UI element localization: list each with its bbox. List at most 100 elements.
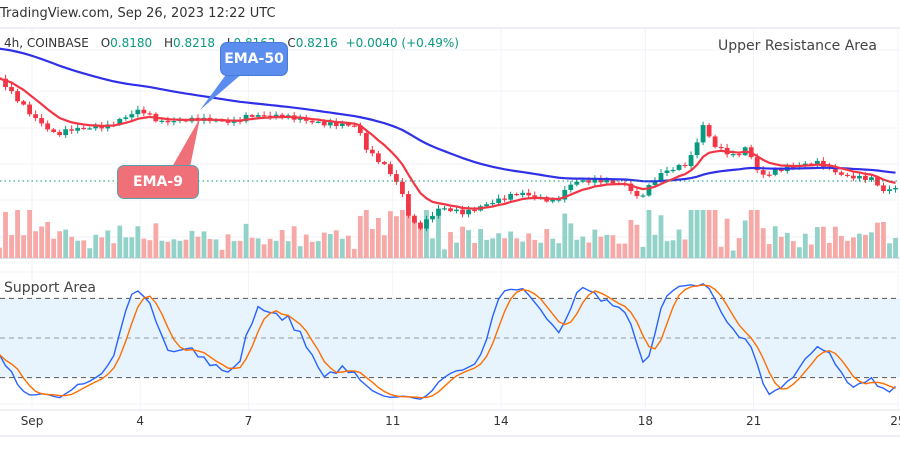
- candle-body: [81, 127, 87, 130]
- candle-body: [418, 222, 423, 229]
- candle-body: [610, 180, 616, 184]
- volume-bar: [670, 240, 676, 258]
- ema9-line: [0, 77, 896, 210]
- candle-body: [333, 122, 339, 127]
- volume-bar: [826, 242, 832, 258]
- oscillator-k-line: [0, 282, 896, 400]
- time-axis-label: 4: [136, 414, 145, 428]
- ema50-callout-pointer: [200, 72, 244, 110]
- candle-body: [460, 209, 465, 215]
- volume-bar: [201, 231, 207, 258]
- candle-body: [147, 113, 153, 115]
- candle-body: [394, 174, 399, 182]
- header-bar: TradingView.com, Sep 26, 2023 12:22 UTC: [0, 0, 900, 29]
- volume-bar: [117, 225, 123, 258]
- candle-body: [363, 133, 369, 150]
- high-value: 0.8218: [173, 36, 215, 50]
- volume-bar: [586, 242, 592, 258]
- volume-bar: [754, 210, 760, 258]
- candle-body: [267, 115, 273, 117]
- volume-bar: [808, 244, 814, 258]
- candle-body: [893, 188, 898, 190]
- candle-body: [442, 208, 447, 210]
- volume-bar: [3, 211, 8, 258]
- volume-bar: [796, 247, 802, 258]
- volume-bar: [778, 236, 784, 258]
- candle-body: [832, 167, 838, 173]
- volume-bar: [387, 211, 393, 258]
- time-axis-label: 11: [385, 414, 401, 428]
- candle-body: [658, 173, 664, 181]
- volume-bar: [520, 241, 526, 258]
- volume-bar: [748, 210, 754, 258]
- volume-bar: [141, 238, 147, 258]
- volume-bar: [418, 226, 423, 258]
- volume-bar: [622, 243, 628, 258]
- volume-bar: [526, 233, 532, 258]
- volume-bar: [887, 243, 892, 258]
- volume-bar: [406, 210, 411, 258]
- volume-bar: [592, 229, 598, 258]
- volume-bar: [357, 215, 363, 258]
- volume-bar: [442, 249, 447, 258]
- candle-body: [502, 198, 508, 200]
- support-area-label: Support Area: [4, 280, 97, 296]
- candle-body: [33, 114, 39, 119]
- candle-body: [790, 166, 796, 168]
- candle-body: [387, 164, 393, 175]
- volume-bar: [309, 241, 315, 258]
- volume-bar: [454, 242, 459, 258]
- candle-body: [851, 175, 856, 179]
- oscillator-d-line: [0, 284, 896, 399]
- candle-body: [514, 193, 520, 196]
- volume-bar: [424, 210, 429, 258]
- volume-bar: [351, 248, 357, 258]
- change-value: +0.0040 (+0.49%): [345, 36, 459, 50]
- candle-body: [556, 199, 562, 201]
- volume-bar: [652, 234, 658, 258]
- volume-bar: [845, 240, 850, 258]
- candle-body: [706, 125, 712, 137]
- candle-body: [321, 121, 327, 126]
- volume-bar: [99, 237, 105, 258]
- volume-bar: [508, 231, 514, 258]
- volume-bar: [544, 229, 550, 258]
- volume-bar: [27, 210, 32, 258]
- volume-bar: [460, 226, 465, 258]
- candle-body: [646, 185, 652, 196]
- candle-body: [863, 175, 868, 181]
- candle-body: [400, 181, 405, 195]
- candle-body: [688, 155, 694, 167]
- candle-body: [496, 198, 502, 204]
- candle-body: [249, 114, 255, 117]
- volume-bar: [327, 234, 333, 258]
- candle-body: [51, 129, 57, 132]
- candle-body: [562, 189, 568, 200]
- candle-body: [412, 215, 417, 223]
- volume-bar: [249, 237, 255, 258]
- candle-body: [327, 122, 333, 126]
- volume-bar: [742, 220, 748, 258]
- candle-body: [532, 195, 538, 198]
- volume-bar: [574, 239, 580, 258]
- candle-body: [598, 179, 604, 183]
- candle-body: [712, 136, 718, 147]
- volume-bar: [255, 238, 261, 258]
- volume-bar: [706, 210, 712, 258]
- volume-bar: [219, 249, 225, 258]
- candle-body: [135, 109, 141, 115]
- candle-body: [664, 170, 670, 174]
- volume-bar: [634, 224, 640, 258]
- candle-body: [381, 162, 387, 165]
- candle-body: [63, 129, 69, 136]
- volume-bar: [69, 236, 75, 258]
- candle-body: [141, 109, 147, 114]
- candle-body: [369, 149, 375, 154]
- volume-bar: [363, 210, 369, 258]
- volume-bar: [291, 226, 297, 258]
- ema50-line: [0, 47, 896, 183]
- candle-body: [171, 121, 177, 123]
- candle-body: [814, 160, 820, 166]
- volume-bar: [646, 210, 652, 258]
